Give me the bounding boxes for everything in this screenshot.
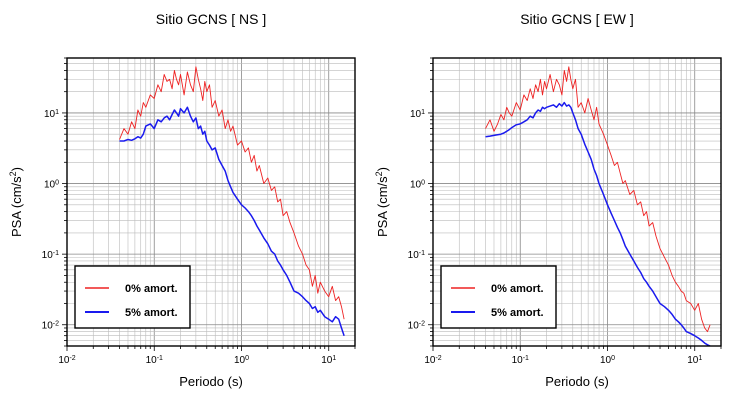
y-tick-label: 100 <box>410 179 425 191</box>
x-tick-label: 10-2 <box>424 355 441 367</box>
series-line-undamped <box>485 66 711 333</box>
y-axis-label: PSA (cm/s2) <box>8 167 24 237</box>
y-axis-label: PSA (cm/s2) <box>374 167 390 237</box>
x-tick-label: 101 <box>321 355 336 367</box>
chart-title: Sitio GCNS [ EW ] <box>520 11 634 27</box>
chart-ns: Sitio GCNS [ NS ] 10-2 10-1 100 101 10-210-… <box>8 11 356 389</box>
legend-label-damped: 5% amort. <box>491 307 544 319</box>
legend-box <box>440 265 557 329</box>
plot-frame-outline <box>66 57 356 347</box>
chart-ew: Sitio GCNS [ EW ] 10-2 10-1 100 101 10-210-… <box>374 11 722 389</box>
x-tick-label: 101 <box>687 355 702 367</box>
legend-box <box>74 265 191 329</box>
x-tick-label: 100 <box>234 355 249 367</box>
x-tick-label: 10-1 <box>146 355 163 367</box>
series-line-undamped <box>119 66 345 320</box>
y-tick-labels: 10-2 10-1 100 101 <box>42 108 59 331</box>
y-tick-label: 10-2 <box>408 320 425 332</box>
legend-label-undamped: 0% amort. <box>125 283 178 295</box>
series-lines <box>485 66 711 347</box>
y-tick-labels: 10-2 10-1 100 101 <box>408 108 425 331</box>
plot-frame-outline <box>432 57 722 347</box>
y-tick-label: 100 <box>44 179 59 191</box>
y-tick-label: 101 <box>410 108 425 120</box>
legend: 0% amort. 5% amort. <box>74 265 191 329</box>
x-axis-label: Periodo (s) <box>179 374 243 389</box>
series-lines <box>119 66 345 336</box>
x-tick-label: 10-1 <box>512 355 529 367</box>
legend: 0% amort. 5% amort. <box>440 265 557 329</box>
y-tick-label: 10-1 <box>408 250 425 262</box>
series-line-damped <box>119 106 345 336</box>
legend-label-undamped: 0% amort. <box>491 283 544 295</box>
x-tick-label: 100 <box>600 355 615 367</box>
chart-title: Sitio GCNS [ NS ] <box>156 11 266 27</box>
x-tick-label: 10-2 <box>58 355 75 367</box>
x-tick-labels: 10-2 10-1 100 101 <box>58 355 336 367</box>
legend-label-damped: 5% amort. <box>125 307 178 319</box>
x-axis-label: Periodo (s) <box>545 374 609 389</box>
y-tick-label: 10-2 <box>42 320 59 332</box>
y-tick-label: 101 <box>44 108 59 120</box>
x-tick-labels: 10-2 10-1 100 101 <box>424 355 702 367</box>
series-line-damped <box>485 101 711 347</box>
y-tick-label: 10-1 <box>42 250 59 262</box>
